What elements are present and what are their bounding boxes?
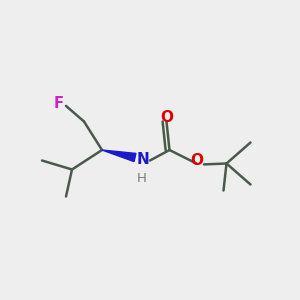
Text: O: O	[190, 153, 203, 168]
Text: H: H	[137, 172, 146, 185]
Polygon shape	[102, 150, 136, 162]
Text: O: O	[160, 110, 173, 124]
Text: N: N	[136, 152, 149, 166]
Text: F: F	[53, 96, 64, 111]
